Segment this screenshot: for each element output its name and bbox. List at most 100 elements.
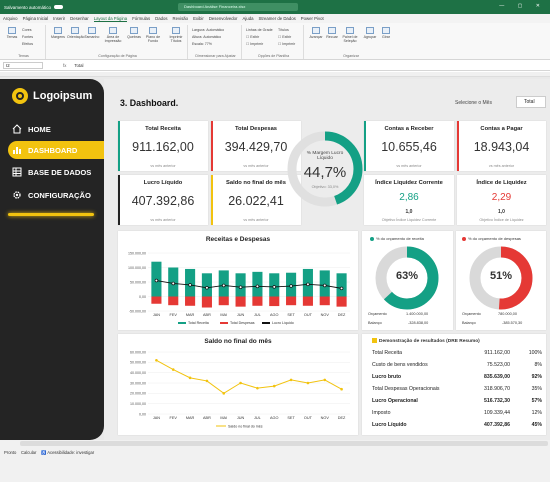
sidebar-item-base-de-dados[interactable]: BASE DE DADOS (12, 163, 104, 181)
tab-power-pivot[interactable]: Power Pivot (300, 16, 324, 21)
tab-desenvolvedor[interactable]: Desenvolvedor (208, 16, 238, 21)
dre-table: Demonstração de resultados (DRE Resumo) … (362, 334, 546, 435)
liquidity-value: 2,86 (399, 192, 419, 203)
x-tick-label: ABR (203, 416, 211, 420)
formula-input[interactable]: Total (74, 63, 84, 68)
point-lucro (238, 285, 243, 289)
dre-row-value: 407.392,86 (484, 422, 510, 428)
selection-pane-icon (346, 27, 354, 34)
y-tick-label: 40.000,00 (130, 371, 146, 375)
kpi-card-lucro-liquido: Lucro Líquido 407.392,86 vs mês anterior (118, 175, 208, 225)
sidebar-item-home[interactable]: HOME (12, 120, 104, 138)
themes-icon (8, 27, 16, 34)
budget-receita-card: % do orçamento de receita 63% Orçamento … (362, 231, 453, 330)
bar-receita (201, 273, 212, 297)
titles-view-checkbox[interactable]: ☐ Exibir (278, 35, 292, 39)
horizontal-scrollbar[interactable] (20, 441, 548, 446)
kpi-card-saldo: Saldo no final do mês 26.022,41 vs mês a… (211, 175, 301, 225)
x-tick-label: ABR (203, 313, 211, 317)
bar-receita (336, 273, 347, 297)
budget-despesas-arc (469, 246, 533, 310)
tab-ajuda[interactable]: Ajuda (242, 16, 254, 21)
dre-row-pct: 45% (531, 422, 542, 428)
colors-button[interactable]: Cores (22, 28, 32, 32)
x-tick-label: MAI (220, 416, 227, 420)
dre-row-name: Total Receita (372, 350, 402, 356)
kpi-card-contas-a-receber: Contas a Receber 10.655,46 vs mês anteri… (364, 121, 454, 171)
tab-pagina-inicial[interactable]: Página Inicial (22, 16, 49, 21)
legend-dot (462, 236, 466, 241)
budget-despesas-donut (469, 246, 533, 310)
x-tick-label: DEZ (338, 416, 346, 420)
legend-swatch (262, 322, 270, 324)
sidebar-item-configuracao[interactable]: CONFIGURAÇÃO (12, 186, 104, 204)
tab-exibir[interactable]: Exibir (193, 16, 204, 21)
dre-row-pct: 100% (528, 350, 542, 356)
margin-donut (287, 131, 363, 207)
tab-desenhar[interactable]: Desenhar (70, 16, 89, 21)
filename-search-box[interactable]: Dashboard Análise Financeira.xlsx (178, 3, 298, 11)
gridlines-print-checkbox[interactable]: ☐ Imprimir (246, 42, 264, 46)
month-selector[interactable]: Total (516, 96, 546, 108)
dre-row-value: 318.906,70 (484, 386, 510, 392)
kpi-accent (211, 175, 213, 225)
dre-row-value: 109.339,44 (484, 410, 510, 416)
chart-icon (12, 145, 22, 155)
y-tick-label: 20.000,00 (130, 392, 146, 396)
themes-button[interactable]: Temas (4, 27, 20, 39)
point-saldo (171, 368, 175, 371)
tab-arquivo[interactable]: Arquivo (3, 16, 18, 21)
tab-revisao[interactable]: Revisão (172, 16, 189, 21)
margins-button[interactable]: Margens (50, 27, 66, 39)
effects-button[interactable]: Efeitos (22, 42, 33, 46)
background-button[interactable]: Plano de Fundo (142, 27, 164, 43)
legend-label: Lucro Líquido (272, 321, 294, 325)
x-tick-label: NOV (321, 313, 330, 317)
autosave-toggle[interactable] (54, 5, 64, 9)
tab-dados[interactable]: Dados (155, 16, 168, 21)
y-tick-label: 30.000,00 (130, 381, 146, 385)
breaks-button[interactable]: Quebras (126, 27, 142, 39)
sidebar-item-dashboard[interactable]: DASHBOARD (8, 141, 104, 159)
x-tick-label: JUL (254, 313, 261, 317)
kpi-card-total-receita: Total Receita 911.162,00 vs mês anterior (118, 121, 208, 171)
tab-formulas[interactable]: Fórmulas (132, 16, 151, 21)
gridlines-view-checkbox[interactable]: ☐ Exibir (246, 35, 260, 39)
legend-label: Saldo no final do mês (228, 424, 263, 428)
kpi-accent (118, 175, 120, 225)
group-button[interactable]: Agrupar (362, 27, 378, 39)
dre-row-value: 516.732,30 (484, 398, 510, 404)
tab-inserir[interactable]: Inserir (53, 16, 66, 21)
bring-forward-button[interactable]: Avançar (308, 27, 324, 39)
y-tick-label: 150.000,00 (128, 251, 146, 255)
chart-title: Receitas e Despesas (206, 236, 271, 243)
send-backward-button[interactable]: Recuar (324, 27, 340, 39)
print-titles-button[interactable]: Imprimir Títulos (165, 27, 187, 43)
fonts-button[interactable]: Fontes (22, 35, 33, 39)
x-tick-label: MAI (220, 313, 227, 317)
tab-streamer[interactable]: Streamer de Dados (258, 16, 296, 21)
month-selector-label: Selecione o Mês (455, 100, 492, 106)
bar-receita (218, 270, 229, 297)
titles-print-checkbox[interactable]: ☐ Imprimir (278, 42, 296, 46)
x-tick-label: MAR (186, 416, 195, 420)
x-tick-label: JUL (254, 416, 261, 420)
bar-despesas (151, 296, 162, 304)
height-select[interactable]: Automático (203, 35, 222, 39)
size-button[interactable]: Tamanho (84, 27, 100, 39)
tab-layout-da-pagina[interactable]: Layout da Página (93, 15, 128, 22)
margin-donut-arc (287, 131, 363, 207)
print-area-button[interactable]: Área de Impressão (102, 27, 124, 43)
name-box[interactable]: I2 (3, 62, 43, 69)
selection-pane-button[interactable]: Painel de Seleção (340, 27, 360, 43)
rotate-button[interactable]: Girar (378, 27, 394, 39)
width-select[interactable]: Automático (206, 28, 225, 32)
x-tick-label: NOV (321, 416, 330, 420)
window-controls[interactable]: — ▢ ✕ (499, 3, 546, 9)
orientation-button[interactable]: Orientação (67, 27, 85, 39)
status-bar (0, 440, 550, 482)
scale-input[interactable]: 77% (204, 42, 212, 46)
dre-row-name: Custo de bens vendidos (372, 362, 428, 368)
fx-icon[interactable]: fx (63, 63, 67, 68)
x-tick-label: JUN (237, 416, 245, 420)
